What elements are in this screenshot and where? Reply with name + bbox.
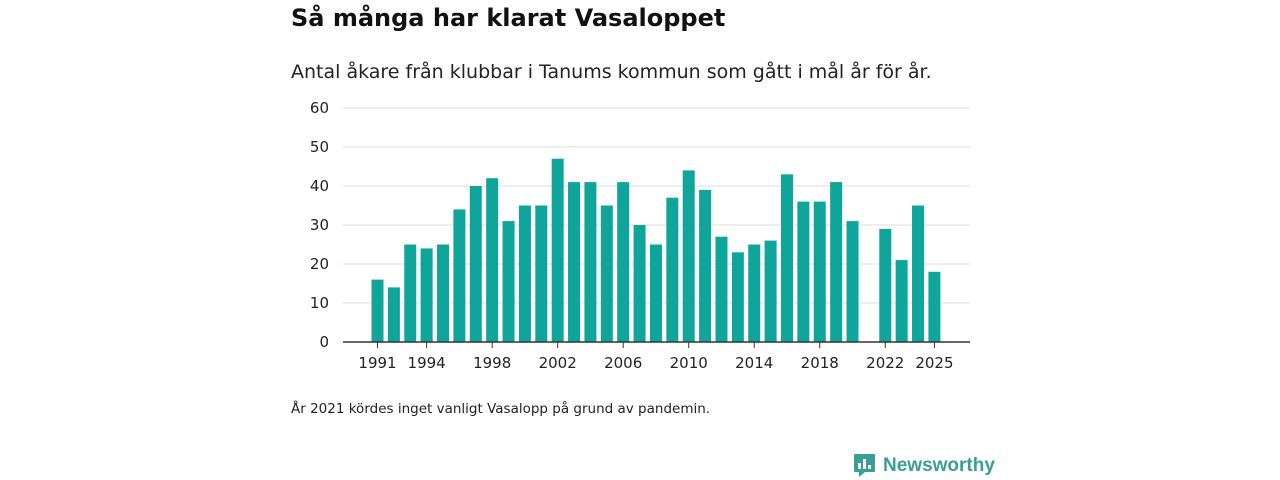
bar-1998 bbox=[486, 178, 499, 342]
x-tick-label: 2018 bbox=[801, 354, 839, 372]
y-tick-label: 60 bbox=[310, 99, 329, 117]
y-tick-label: 40 bbox=[310, 177, 329, 195]
brand-logo: Newsworthy bbox=[853, 453, 995, 478]
y-tick-labels: 0 10 20 30 40 50 60 bbox=[310, 99, 329, 351]
bar-1993 bbox=[404, 244, 417, 342]
bar-2007 bbox=[633, 225, 646, 342]
bar-1995 bbox=[437, 244, 450, 342]
x-tick-labels: 1991 1994 1998 2002 2006 2010 2014 2018 2022 2025 bbox=[358, 354, 953, 372]
bar-2014 bbox=[748, 244, 761, 342]
bar-2024 bbox=[912, 205, 925, 342]
bar-1997 bbox=[469, 186, 482, 342]
y-tick-label: 20 bbox=[310, 255, 329, 273]
bar-2022 bbox=[879, 228, 892, 342]
x-tick-label: 1994 bbox=[408, 354, 446, 372]
bar-layer bbox=[371, 158, 941, 342]
x-tick-label: 2006 bbox=[604, 354, 642, 372]
y-tick-label: 50 bbox=[310, 138, 329, 156]
bar-2008 bbox=[649, 244, 662, 342]
bar-1999 bbox=[502, 221, 515, 342]
x-tick-label: 2002 bbox=[539, 354, 577, 372]
bar-2025 bbox=[928, 271, 941, 342]
bar-2009 bbox=[666, 197, 679, 342]
bar-2012 bbox=[715, 236, 728, 342]
x-tick-label: 2022 bbox=[866, 354, 904, 372]
y-tick-label: 10 bbox=[310, 294, 329, 312]
bar-2001 bbox=[535, 205, 548, 342]
x-tick-label: 2010 bbox=[670, 354, 708, 372]
bar-2011 bbox=[699, 189, 712, 342]
bar-2016 bbox=[781, 174, 793, 342]
bar-2010 bbox=[682, 170, 695, 342]
bar-2006 bbox=[617, 182, 630, 342]
bar-1994 bbox=[420, 248, 433, 342]
bar-2018 bbox=[813, 201, 826, 342]
bar-2013 bbox=[731, 252, 744, 342]
bar-2019 bbox=[830, 182, 843, 342]
chart-subtitle: Antal åkare från klubbar i Tanums kommun… bbox=[291, 61, 932, 83]
bar-2005 bbox=[600, 205, 613, 342]
bar-2015 bbox=[764, 240, 777, 342]
x-tick-label: 2014 bbox=[735, 354, 773, 372]
x-tick-label: 1991 bbox=[358, 354, 396, 372]
chart-title: Så många har klarat Vasaloppet bbox=[291, 4, 726, 32]
bar-2023 bbox=[895, 260, 908, 342]
newsworthy-logo-icon bbox=[854, 454, 875, 477]
bar-2004 bbox=[584, 182, 597, 342]
y-tick-label: 0 bbox=[319, 333, 329, 351]
x-tick-label: 1998 bbox=[473, 354, 511, 372]
x-tick-label: 2025 bbox=[915, 354, 953, 372]
footnote: År 2021 kördes inget vanligt Vasalopp på… bbox=[291, 401, 711, 417]
y-tick-label: 30 bbox=[310, 216, 329, 234]
bar-1992 bbox=[387, 287, 400, 342]
bar-2017 bbox=[797, 201, 810, 342]
bar-2000 bbox=[518, 205, 531, 342]
brand-name: Newsworthy bbox=[883, 454, 995, 476]
bar-2003 bbox=[568, 182, 581, 342]
axis-layer bbox=[343, 341, 970, 348]
bar-2020 bbox=[846, 221, 859, 342]
bar-1991 bbox=[371, 279, 384, 342]
bar-2002 bbox=[551, 158, 564, 342]
bar-1996 bbox=[453, 209, 466, 342]
